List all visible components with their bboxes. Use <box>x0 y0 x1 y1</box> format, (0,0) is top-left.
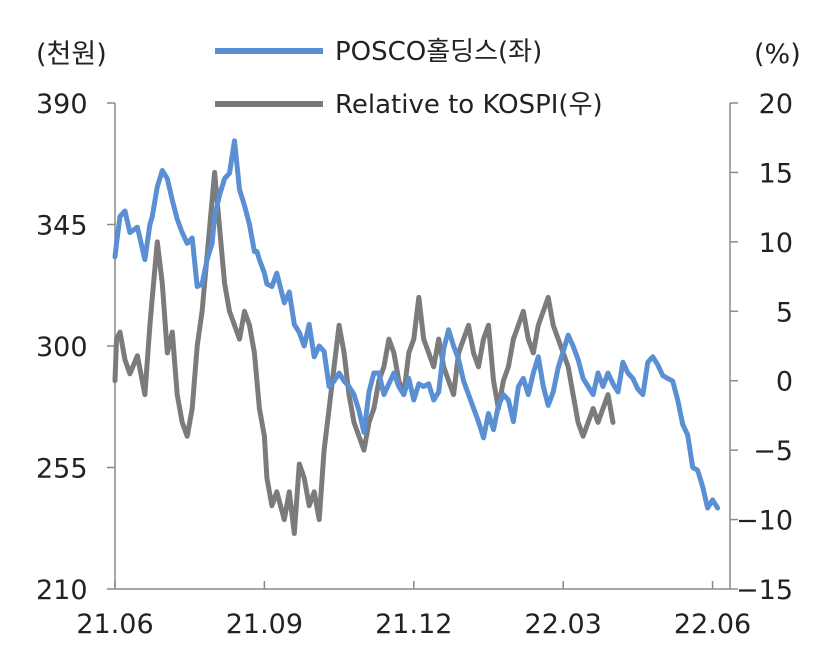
right-unit-label: (%) <box>754 39 801 70</box>
x-tick-label: 21.09 <box>226 609 303 640</box>
series-line-relative-to-kospi <box>112 169 616 536</box>
left-tick-label: 390 <box>36 89 88 120</box>
left-tick-label: 345 <box>36 211 88 242</box>
x-tick-label: 21.12 <box>375 609 452 640</box>
left-axis-ticks: 390 345 300 255 210 <box>36 89 115 606</box>
x-tick-label: 21.06 <box>76 609 153 640</box>
legend-label-posco: POSCO홀딩스(좌) <box>335 37 542 67</box>
right-tick-label: −5 <box>753 436 793 467</box>
right-tick-label: 5 <box>776 297 793 328</box>
right-tick-label: 0 <box>776 367 793 398</box>
right-tick-label: 10 <box>759 228 793 259</box>
series-line-posco-holdings <box>112 138 721 511</box>
left-tick-label: 210 <box>36 575 88 606</box>
x-tick-label: 22.06 <box>674 609 751 640</box>
x-axis-ticks: 21.06 21.09 21.12 22.03 22.06 <box>76 581 751 640</box>
left-tick-label: 300 <box>36 332 88 363</box>
legend: POSCO홀딩스(좌) Relative to KOSPI(우) <box>215 37 603 120</box>
right-tick-label: 20 <box>759 89 793 120</box>
right-axis-ticks: 20 15 10 5 0 −5 −10 −15 <box>730 89 793 606</box>
x-tick-label: 22.03 <box>525 609 602 640</box>
left-tick-label: 255 <box>36 454 88 485</box>
right-tick-label: −10 <box>736 506 793 537</box>
right-tick-label: 15 <box>759 158 793 189</box>
left-unit-label: (천원) <box>36 39 107 70</box>
legend-label-relative: Relative to KOSPI(우) <box>335 90 603 120</box>
right-tick-label: −15 <box>736 575 793 606</box>
